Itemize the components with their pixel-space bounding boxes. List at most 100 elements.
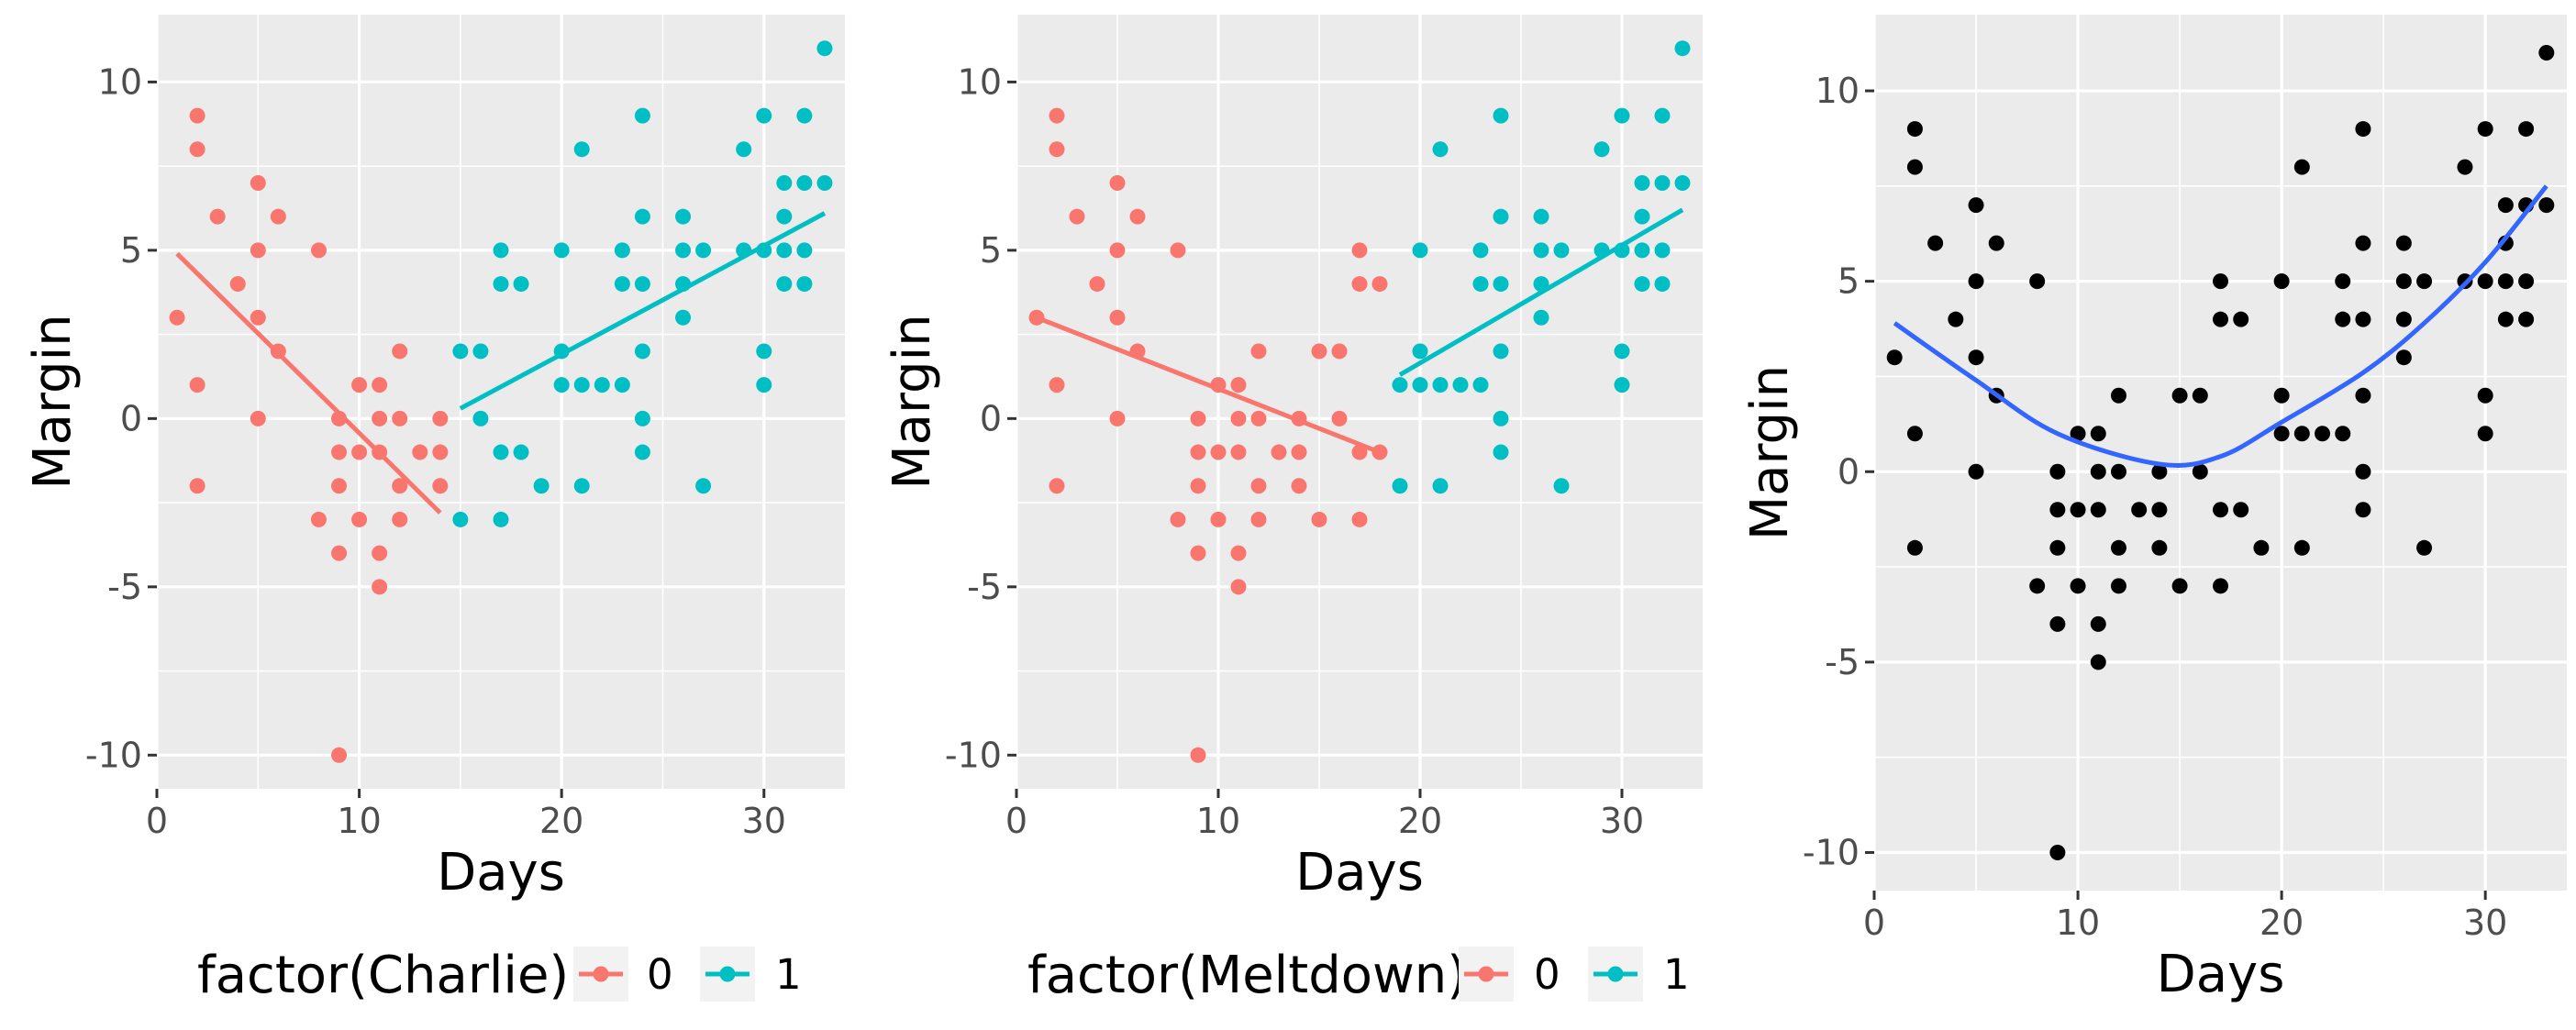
data-point-series-0 <box>2213 311 2228 327</box>
y-tick-label: -10 <box>1803 832 1860 872</box>
data-point-series-0 <box>2110 463 2126 480</box>
fit-line-series-0 <box>1036 315 1381 455</box>
data-point-series-0 <box>1109 174 1126 191</box>
x-tick-label: 20 <box>539 801 583 841</box>
data-point-series-0 <box>2110 578 2126 594</box>
data-point-series-1 <box>1472 276 1489 293</box>
data-point-series-0 <box>412 444 428 460</box>
data-point-series-0 <box>250 410 266 426</box>
data-point-series-1 <box>634 410 650 426</box>
y-tick-label: 5 <box>120 230 142 271</box>
marks <box>169 40 833 763</box>
data-point-series-0 <box>209 208 226 225</box>
data-point-series-0 <box>1906 539 1923 556</box>
data-point-series-1 <box>573 141 590 158</box>
y-tick-label: 5 <box>1838 261 1860 302</box>
data-point-series-0 <box>2538 45 2555 61</box>
data-point-series-0 <box>1371 276 1388 293</box>
data-point-series-0 <box>1170 511 1186 527</box>
data-point-series-0 <box>250 242 266 259</box>
data-point-series-1 <box>1654 174 1671 191</box>
y-axis-title: Margin <box>23 314 83 489</box>
data-point-series-0 <box>2335 311 2351 327</box>
x-tick-label: 20 <box>1398 801 1442 841</box>
data-point-series-0 <box>2090 654 2106 670</box>
data-point-series-0 <box>2497 197 2514 214</box>
data-point-series-0 <box>351 511 368 527</box>
legend-title: factor(Meltdown) <box>1027 946 1467 1005</box>
data-point-series-0 <box>2151 463 2168 480</box>
data-point-series-0 <box>1109 410 1126 426</box>
data-point-series-1 <box>1553 478 1570 494</box>
marks <box>1028 40 1691 763</box>
data-point-series-0 <box>1190 747 1206 763</box>
data-point-series-0 <box>2273 426 2290 442</box>
y-tick-label: -5 <box>967 567 1002 607</box>
data-point-series-0 <box>2233 311 2249 327</box>
data-point-series-1 <box>1533 309 1549 326</box>
data-point-series-1 <box>573 478 590 494</box>
data-point-series-1 <box>573 377 590 393</box>
data-point-series-0 <box>2477 426 2493 442</box>
data-point-series-0 <box>189 107 205 124</box>
data-point-series-0 <box>2395 311 2412 327</box>
data-point-series-0 <box>2213 578 2228 594</box>
data-point-series-0 <box>2518 121 2535 138</box>
y-tick-label: 0 <box>980 398 1002 438</box>
data-point-series-0 <box>1049 107 1065 124</box>
data-point-series-1 <box>553 242 570 259</box>
data-point-series-0 <box>250 309 266 326</box>
legend-key-1-dot <box>719 966 736 982</box>
data-point-series-0 <box>2335 426 2351 442</box>
data-point-series-0 <box>1927 235 1944 251</box>
grid <box>155 15 845 789</box>
ticks: 0 10 20 30 -10 -5 0 5 10 <box>1803 71 2507 943</box>
data-point-series-0 <box>2518 273 2535 290</box>
data-point-series-0 <box>392 343 408 360</box>
data-point-series-1 <box>493 511 509 527</box>
fit-curve <box>1893 184 2548 468</box>
x-tick-label: 0 <box>146 801 168 841</box>
data-point-series-0 <box>2355 121 2371 138</box>
data-point-series-0 <box>1948 311 1964 327</box>
data-point-series-0 <box>310 511 327 527</box>
data-point-series-1 <box>634 107 650 124</box>
data-point-series-1 <box>533 478 550 494</box>
data-point-series-0 <box>1190 410 1206 426</box>
y-tick-label: 0 <box>1838 451 1860 492</box>
data-point-series-1 <box>776 242 793 259</box>
data-point-series-0 <box>2192 387 2208 404</box>
data-point-series-0 <box>2293 539 2310 556</box>
x-tick-label: 0 <box>1863 903 1885 943</box>
data-point-series-1 <box>513 276 529 293</box>
panel-quadratic: 0 10 20 30 -10 -5 0 5 10 Days Margin <box>1740 15 2567 1004</box>
data-point-series-0 <box>270 208 286 225</box>
data-point-series-1 <box>1654 107 1671 124</box>
data-point-series-1 <box>1493 107 1509 124</box>
x-tick-label: 10 <box>1196 801 1240 841</box>
data-point-series-1 <box>553 377 570 393</box>
data-point-series-0 <box>189 478 205 494</box>
data-point-series-1 <box>1614 107 1630 124</box>
data-point-series-1 <box>756 343 772 360</box>
data-point-series-1 <box>493 276 509 293</box>
data-point-series-0 <box>1230 444 1247 460</box>
data-point-series-0 <box>2273 273 2290 290</box>
data-point-series-0 <box>1351 242 1368 259</box>
data-point-series-1 <box>756 377 772 393</box>
data-point-series-1 <box>1493 444 1509 460</box>
data-point-series-0 <box>1988 235 2004 251</box>
data-point-series-0 <box>2090 426 2106 442</box>
plot-background <box>1874 15 2567 891</box>
data-point-series-0 <box>1291 478 1307 494</box>
data-point-series-0 <box>351 377 368 393</box>
data-point-series-0 <box>1250 478 1267 494</box>
data-point-series-0 <box>2171 387 2188 404</box>
data-point-series-0 <box>2213 273 2228 290</box>
data-point-series-0 <box>372 377 388 393</box>
x-tick-label: 10 <box>337 801 381 841</box>
data-point-series-1 <box>472 343 489 360</box>
data-point-series-0 <box>1190 444 1206 460</box>
